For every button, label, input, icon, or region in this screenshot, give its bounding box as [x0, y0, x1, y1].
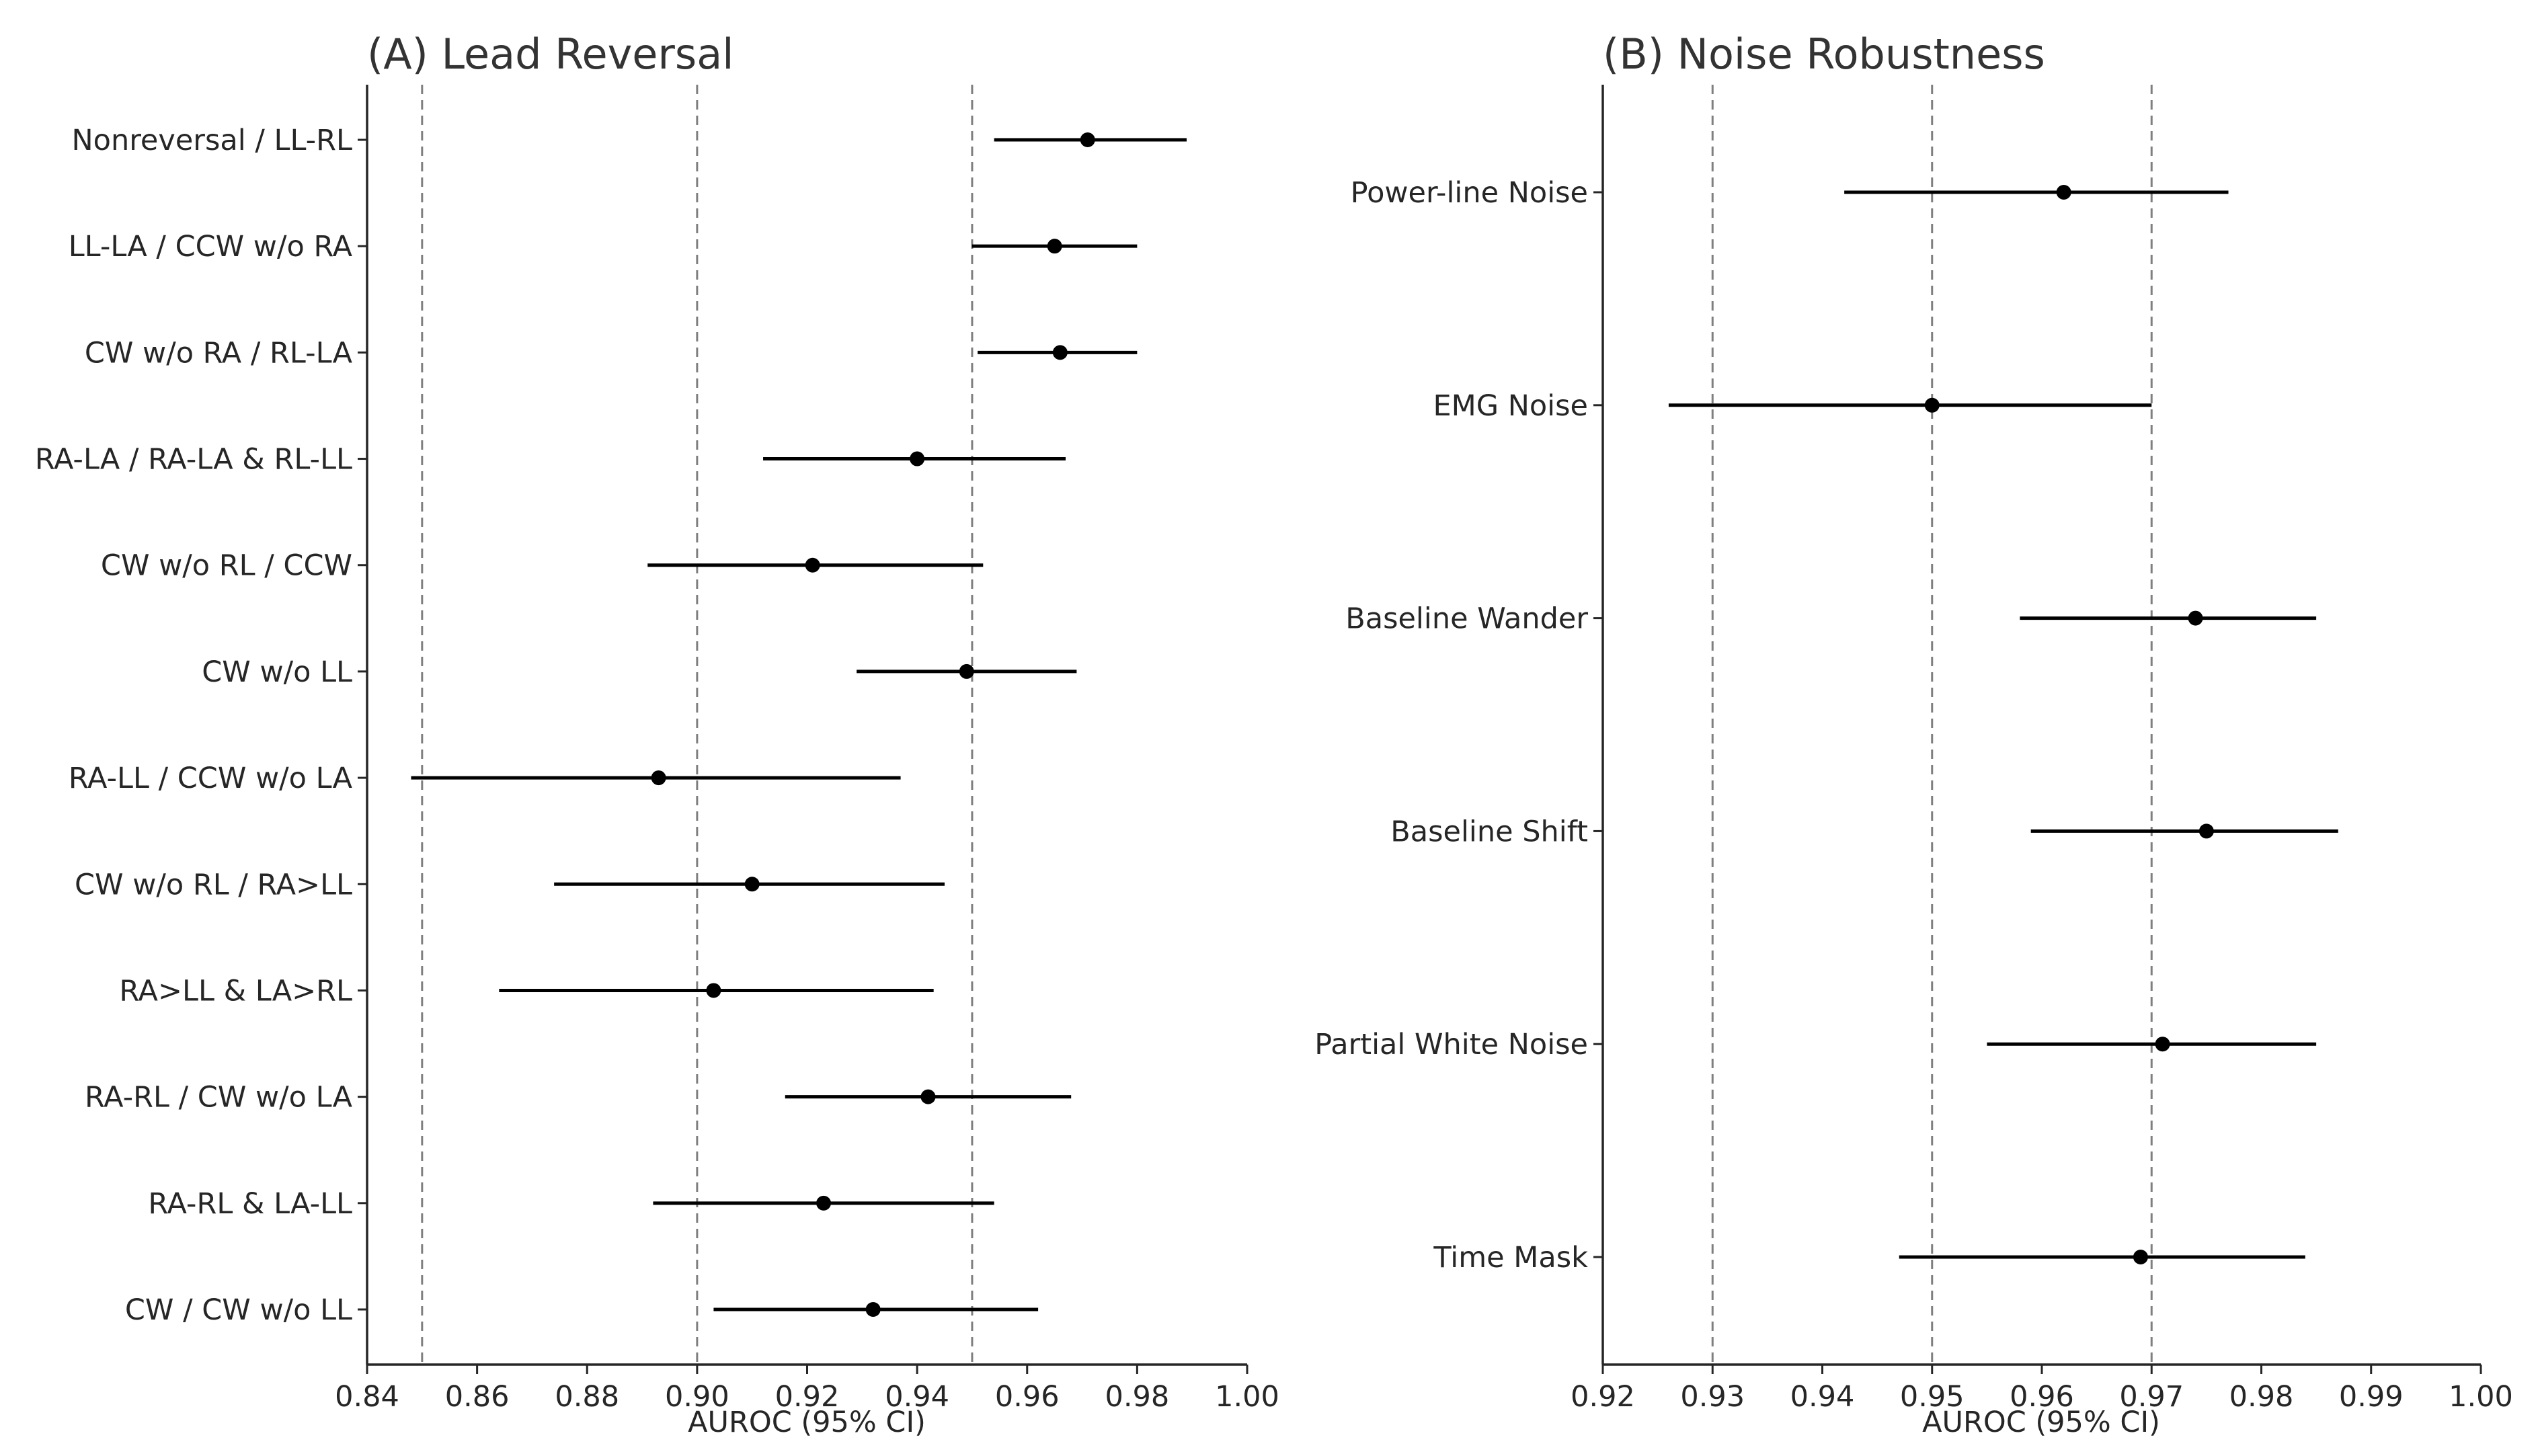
panel-a-category-label: RA-LA / RA-LA & RL-LL	[35, 443, 352, 477]
panel-b-x-tick-label: 0.94	[1790, 1380, 1855, 1414]
panel-a-x-tick-label: 1.00	[1215, 1380, 1279, 1414]
panel-b-x-tick-label: 0.96	[2010, 1380, 2074, 1414]
panel-a-category-label: Nonreversal / LL-RL	[71, 124, 352, 157]
panel-a-x-tick-label: 0.84	[335, 1380, 399, 1414]
panel-b-x-tick-label: 1.00	[2449, 1380, 2513, 1414]
panel-a-x-tick-label: 0.98	[1105, 1380, 1170, 1414]
panel-a-category-label: CW w/o RA / RL-LA	[85, 336, 353, 370]
panel-a-category-label: RA-RL & LA-LL	[148, 1187, 352, 1221]
panel-a-x-tick-label: 0.94	[885, 1380, 949, 1414]
panel-a-point-estimate	[744, 877, 760, 892]
panel-b-category-label: Time Mask	[1433, 1241, 1588, 1275]
panel-b-category-label: Power-line Noise	[1351, 176, 1588, 210]
panel-a-point-estimate	[706, 983, 721, 998]
panel-a-x-tick-label: 0.92	[775, 1380, 840, 1414]
panel-a-x-axis-label: AUROC (95% CI)	[688, 1406, 926, 1439]
panel-a-category-label: CW w/o RL / RA>LL	[75, 868, 352, 901]
panel-b-point-estimate	[2133, 1250, 2148, 1264]
panel-a-x-tick-label: 0.86	[445, 1380, 510, 1414]
panel-a-point-estimate	[920, 1089, 936, 1104]
panel-a-x-tick-label: 0.88	[555, 1380, 619, 1414]
panel-b-point-estimate	[2155, 1037, 2170, 1052]
panel-a-point-estimate	[1052, 345, 1068, 360]
panel-b-point-estimate	[2188, 610, 2203, 626]
panel-a-point-estimate	[1080, 132, 1095, 147]
panel-a-point-estimate	[816, 1195, 832, 1211]
panel-lead-reversal: (A) Lead Reversal AUROC (95% CI) 0.84 0.8…	[35, 30, 1279, 1439]
panel-a-point-estimate	[910, 451, 925, 467]
panel-b-x-tick-label: 0.93	[1680, 1380, 1745, 1414]
panel-noise-robustness: (B) Noise Robustness AUROC (95% CI) 0.92…	[1314, 30, 2513, 1439]
panel-a-category-label: CW w/o RL / CCW	[101, 549, 352, 583]
panel-b-x-axis-label: AUROC (95% CI)	[1922, 1406, 2160, 1439]
panel-b-x-tick-label: 0.95	[1900, 1380, 1965, 1414]
panel-b-x-tick-label: 0.97	[2119, 1380, 2184, 1414]
panel-a-title: (A) Lead Reversal	[367, 30, 733, 79]
panel-b-x-tick-label: 0.99	[2339, 1380, 2404, 1414]
panel-b-point-estimate	[2056, 185, 2071, 200]
panel-a-category-label: CW / CW w/o LL	[125, 1293, 352, 1327]
panel-b-point-estimate	[1924, 397, 1940, 413]
panel-b-x-tick-label: 0.98	[2229, 1380, 2294, 1414]
panel-b-x-tick-label: 0.92	[1571, 1380, 1635, 1414]
panel-a-category-label: CW w/o LL	[202, 655, 352, 689]
panel-a-point-estimate	[865, 1302, 881, 1317]
panel-a-category-label: RA>LL & LA>RL	[119, 974, 352, 1008]
panel-b-point-estimate	[2198, 823, 2214, 839]
panel-b-title: (B) Noise Robustness	[1603, 30, 2045, 79]
panel-b-category-label: EMG Noise	[1433, 389, 1588, 423]
panel-a-point-estimate	[1047, 239, 1062, 254]
panel-a-x-tick-label: 0.90	[665, 1380, 729, 1414]
panel-a-category-label: RA-RL / CW w/o LA	[85, 1081, 353, 1115]
panel-a-point-estimate	[651, 770, 666, 786]
panel-b-category-label: Baseline Shift	[1390, 815, 1588, 848]
panel-a-x-tick-label: 0.96	[995, 1380, 1060, 1414]
panel-a-point-estimate	[959, 663, 974, 679]
panel-b-category-label: Baseline Wander	[1345, 602, 1588, 636]
panel-a-point-estimate	[805, 557, 820, 573]
panel-a-category-label: LL-LA / CCW w/o RA	[69, 230, 353, 264]
panel-b-category-label: Partial White Noise	[1314, 1028, 1588, 1061]
panel-a-category-label: RA-LL / CCW w/o LA	[69, 762, 353, 795]
